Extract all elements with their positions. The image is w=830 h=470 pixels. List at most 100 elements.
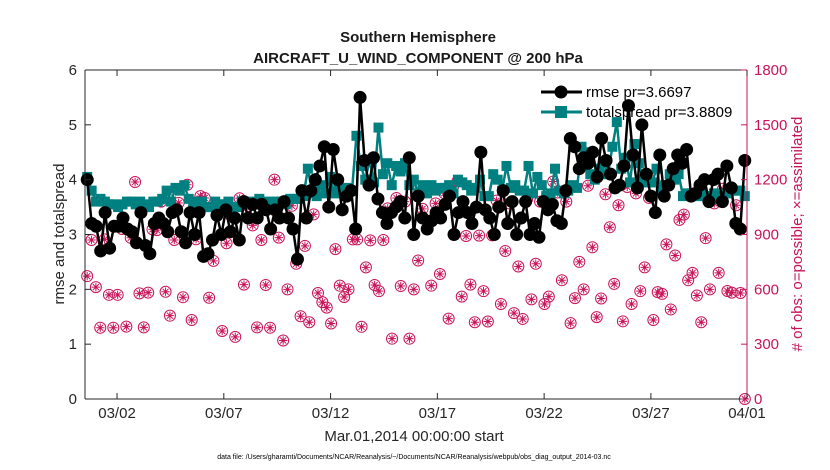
- spread-point: [386, 180, 397, 191]
- rmse-point: [219, 203, 233, 217]
- obs-possible-point: [555, 274, 568, 287]
- obs-assimilated-point: [714, 268, 723, 278]
- obs-assimilated-point: [209, 256, 218, 266]
- obs-assimilated-point: [270, 175, 279, 184]
- rmse-point: [617, 159, 631, 173]
- obs-assimilated-point: [379, 235, 388, 245]
- legend-rmse-marker: [554, 85, 568, 99]
- rmse-point: [232, 233, 246, 247]
- obs-assimilated-point: [588, 243, 597, 252]
- obs-possible-point: [107, 321, 120, 334]
- rmse-point: [183, 206, 197, 220]
- spread-point: [426, 180, 437, 191]
- obs-possible-point: [616, 315, 629, 328]
- spread-point: [417, 180, 428, 191]
- spread-point: [223, 196, 234, 207]
- obs-assimilated-point: [374, 286, 384, 296]
- obs-possible-point: [542, 290, 555, 303]
- rmse-point: [322, 200, 336, 214]
- rmse-point: [720, 159, 734, 173]
- rmse-point: [174, 225, 188, 239]
- y-tick-label: 2: [69, 281, 77, 298]
- obs-assimilated-point: [322, 303, 331, 312]
- obs-assimilated-point: [344, 285, 353, 294]
- spread-point: [647, 177, 658, 188]
- obs-possible-point: [433, 267, 446, 280]
- obs-possible-point: [499, 244, 512, 257]
- obs-possible-point: [229, 330, 242, 343]
- rmse-point: [621, 99, 635, 113]
- x-tick-label: 03/07: [205, 405, 243, 422]
- obs-assimilated-point: [217, 326, 227, 336]
- rmse-point: [528, 217, 542, 231]
- spread-point: [329, 188, 340, 199]
- obs-possible-point: [677, 208, 690, 221]
- rmse-point: [264, 222, 278, 236]
- spread-point: [166, 196, 177, 207]
- obs-possible-point: [664, 303, 677, 316]
- obs-possible-point: [268, 173, 281, 186]
- rmse-point: [581, 156, 595, 170]
- x-tick-label: 03/17: [419, 405, 457, 422]
- spread-point: [302, 163, 313, 174]
- spread-point: [492, 174, 503, 185]
- x-tick-label: 03/02: [98, 405, 136, 422]
- obs-assimilated-point: [697, 318, 706, 327]
- rmse-point: [331, 173, 345, 187]
- rmse-point: [277, 195, 291, 209]
- rmse-point: [554, 217, 568, 231]
- obs-possible-point: [473, 229, 486, 242]
- rmse-point: [103, 241, 117, 255]
- rmse-point: [313, 159, 327, 173]
- obs-assimilated-point: [387, 334, 397, 343]
- spread-point: [607, 141, 618, 152]
- rmse-point: [246, 197, 260, 211]
- obs-possible-point: [368, 278, 381, 291]
- obs-assimilated-point: [187, 315, 196, 325]
- obs-assimilated-point: [396, 281, 405, 291]
- obs-assimilated-point: [557, 275, 567, 285]
- rmse-point: [698, 173, 712, 187]
- rmse-point: [259, 203, 273, 217]
- obs-possible-point: [595, 292, 608, 305]
- rmse-point: [282, 211, 296, 225]
- obs-assimilated-point: [618, 317, 628, 326]
- obs-assimilated-point: [283, 285, 292, 294]
- spread-point: [157, 193, 168, 204]
- obs-possible-point: [603, 221, 616, 234]
- rmse-point: [702, 195, 716, 209]
- obs-assimilated-point: [736, 288, 745, 298]
- spread-point: [483, 191, 494, 202]
- spread-point: [629, 139, 640, 150]
- spread-point: [422, 188, 433, 199]
- x-tick-label: 04/01: [728, 405, 766, 422]
- obs-assimilated-point: [248, 221, 257, 230]
- rmse-point: [443, 189, 457, 203]
- obs-assimilated-point: [527, 295, 536, 304]
- obs-possible-point: [577, 283, 590, 296]
- rmse-line: [85, 96, 747, 261]
- obs-possible-point: [342, 283, 355, 296]
- rmse-point: [492, 200, 506, 214]
- rmse-point: [393, 195, 407, 209]
- spread-point: [501, 160, 512, 171]
- obs-assimilated-point: [627, 299, 636, 309]
- rmse-point: [456, 195, 470, 209]
- spread-point: [320, 188, 331, 199]
- obs-possible-point: [159, 285, 172, 298]
- obs-assimilated-point: [657, 289, 667, 299]
- rmse-point: [201, 247, 215, 261]
- obs-possible-point: [699, 232, 712, 245]
- rmse-point: [639, 167, 653, 181]
- obs-assimilated-point: [274, 233, 284, 242]
- rmse-point: [295, 184, 309, 198]
- spread-point: [360, 174, 371, 185]
- rmse-point: [362, 178, 376, 192]
- legend-spread-label: totalspread pr=3.8809: [586, 104, 732, 121]
- obs-possible-point: [460, 229, 473, 242]
- obs-possible-point: [612, 199, 625, 212]
- obs-possible-point: [129, 176, 142, 189]
- obs-assimilated-point: [518, 314, 527, 324]
- obs-possible-point: [529, 257, 542, 270]
- spread-point: [532, 171, 543, 182]
